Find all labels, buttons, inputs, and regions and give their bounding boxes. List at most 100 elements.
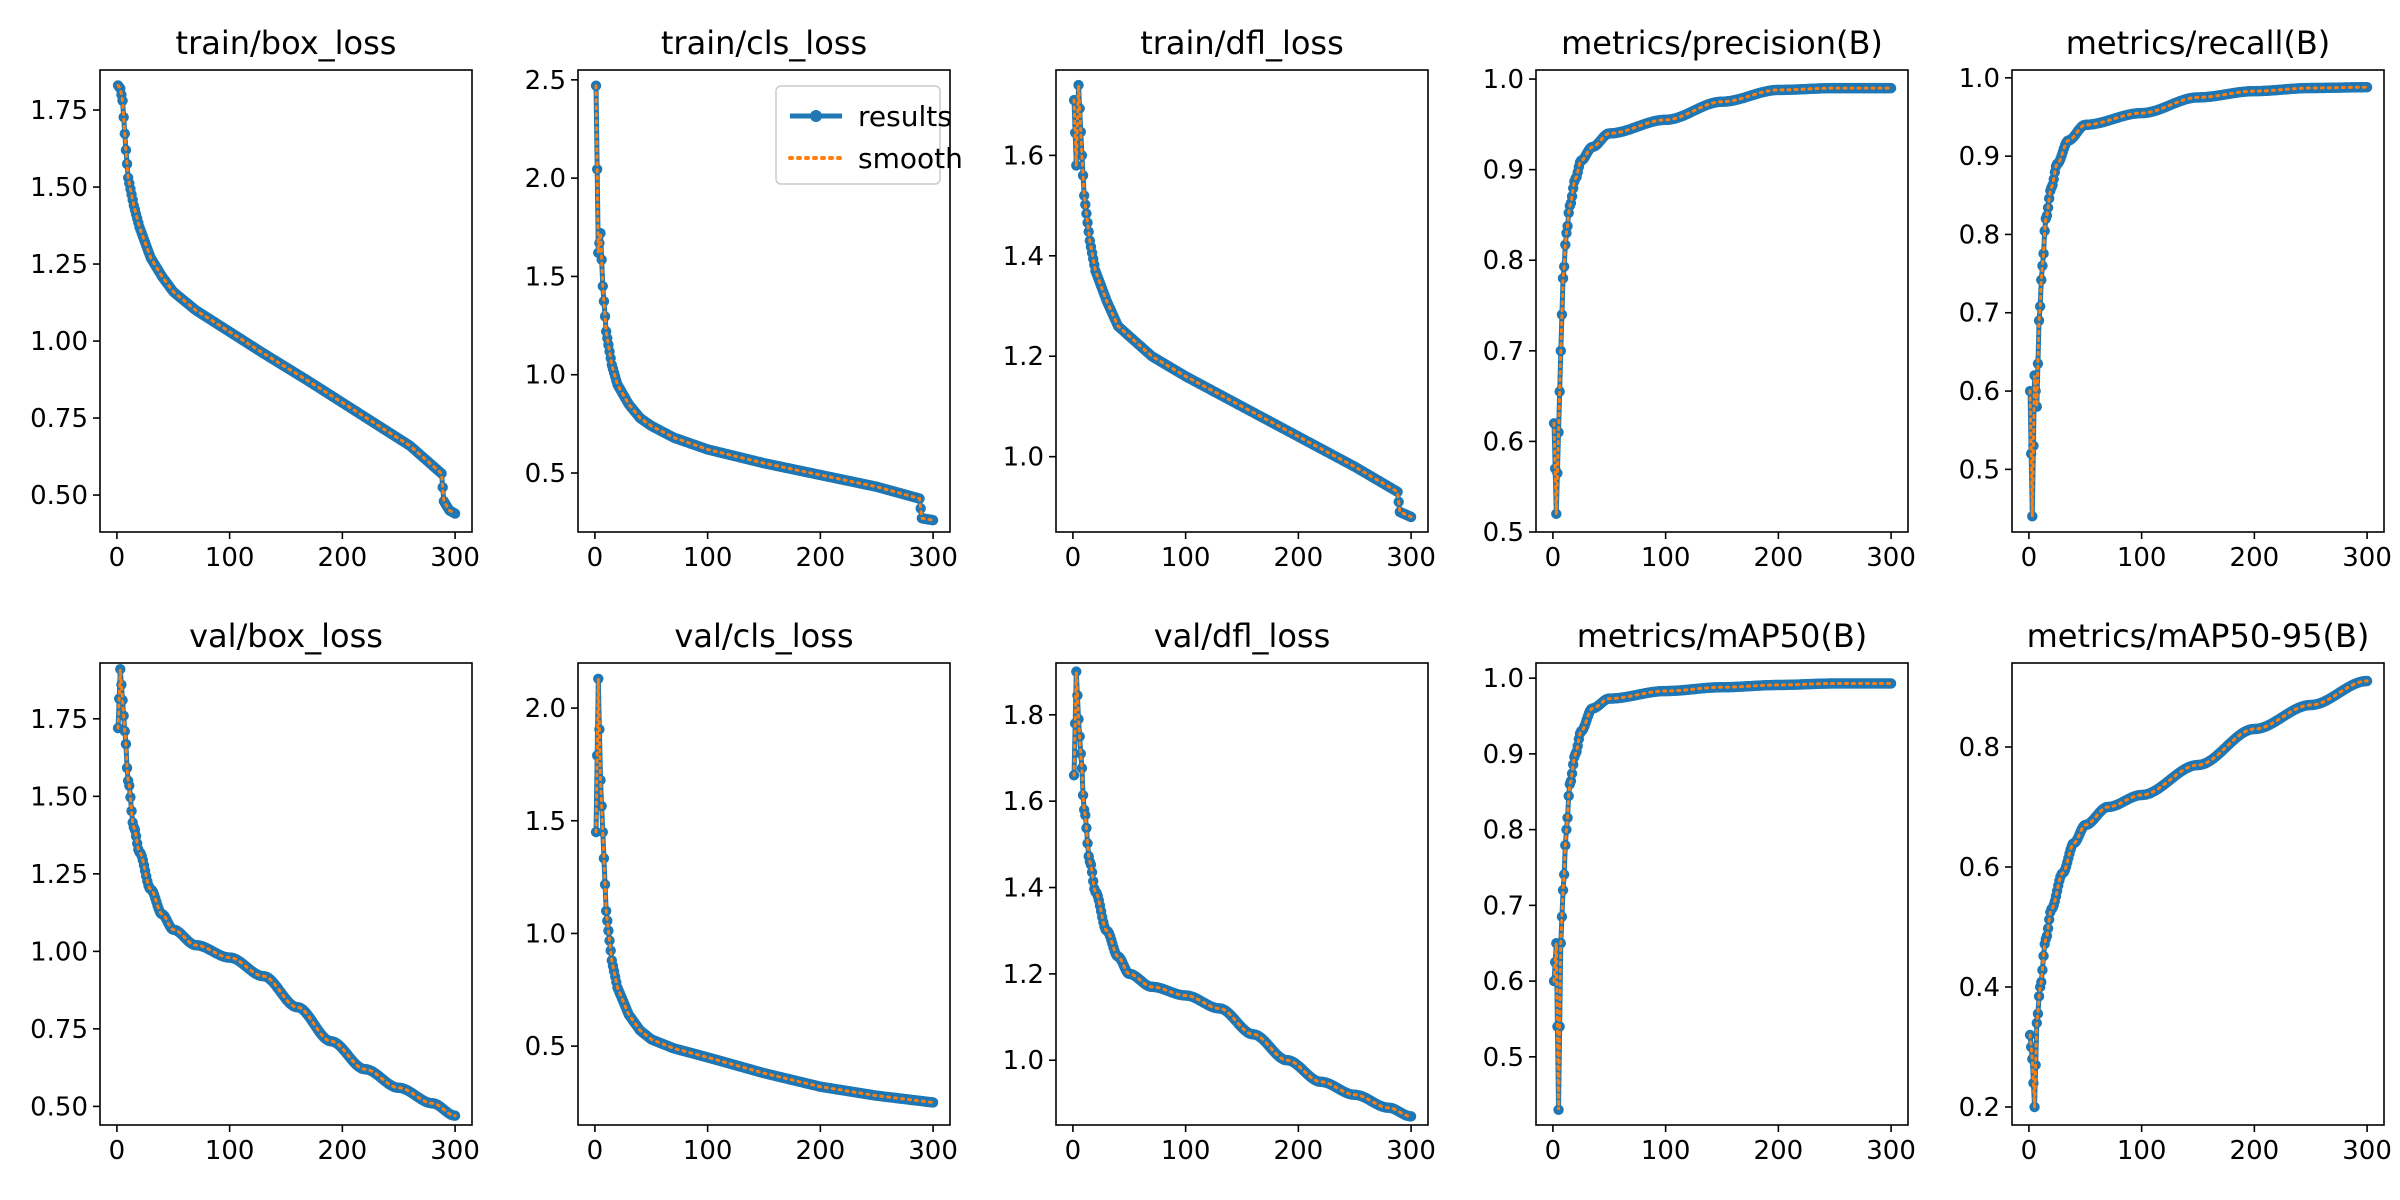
panel-title: val/box_loss bbox=[189, 617, 383, 655]
y-tick-label: 1.0 bbox=[1483, 664, 1524, 694]
y-tick-label: 1.4 bbox=[1003, 242, 1044, 272]
results-point bbox=[118, 112, 129, 123]
results-point bbox=[927, 515, 939, 526]
x-tick-label: 0 bbox=[2021, 543, 2038, 573]
panel-title: val/cls_loss bbox=[674, 617, 853, 655]
y-tick-label: 1.6 bbox=[1003, 787, 1044, 817]
axes-frame bbox=[1055, 662, 1429, 1126]
results-point bbox=[2032, 358, 2044, 369]
x-tick-label: 100 bbox=[1161, 543, 1211, 573]
x-tick-label: 100 bbox=[205, 543, 255, 573]
results-point bbox=[125, 791, 136, 803]
y-tick-label: 1.0 bbox=[1003, 443, 1044, 473]
axes-frame bbox=[99, 662, 473, 1126]
y-tick-label: 1.8 bbox=[1003, 701, 1044, 731]
plot-area bbox=[2024, 675, 2373, 1113]
y-tick-label: 0.5 bbox=[525, 459, 566, 489]
results-point bbox=[1885, 678, 1897, 689]
plot-area bbox=[2024, 82, 2373, 522]
results-point bbox=[1405, 1111, 1417, 1122]
x-tick-label: 300 bbox=[908, 1136, 958, 1166]
smooth-line bbox=[116, 669, 457, 1118]
panel-val-box-loss: val/box_loss 0 100 200 300 0.50 0.75 1.00 1.25 1.… bbox=[30, 617, 480, 1166]
panel-metrics-precision-b-: metrics/precision(B) 0 100 200 300 0.5 0.6 0.7 0… bbox=[1483, 24, 1916, 573]
y-tick-label: 0.75 bbox=[30, 1015, 88, 1045]
y-tick-label: 0.5 bbox=[525, 1032, 566, 1062]
x-tick-label: 100 bbox=[1641, 1136, 1691, 1166]
y-tick-label: 0.8 bbox=[1483, 816, 1524, 846]
panel-title: metrics/mAP50-95(B) bbox=[2027, 617, 2370, 655]
legend-results-label: results bbox=[858, 100, 952, 133]
x-tick-label: 200 bbox=[796, 543, 846, 573]
x-tick-label: 0 bbox=[2021, 1136, 2038, 1166]
results-point bbox=[1557, 885, 1569, 896]
y-tick-label: 0.7 bbox=[1959, 299, 2000, 329]
x-tick-label: 300 bbox=[430, 543, 480, 573]
y-tick-label: 1.50 bbox=[30, 173, 88, 203]
plot-area bbox=[1548, 82, 1897, 520]
y-tick-label: 0.6 bbox=[1483, 427, 1524, 457]
smooth-line bbox=[1072, 84, 1413, 519]
legend: results smooth bbox=[775, 85, 963, 185]
axes-frame bbox=[1055, 69, 1429, 533]
x-tick-label: 0 bbox=[1545, 543, 1562, 573]
panel-train-dfl-loss: train/dfl_loss 0 100 200 300 1.0 1.2 1.4 1.6 bbox=[1003, 24, 1436, 573]
y-tick-label: 0.8 bbox=[1959, 733, 2000, 763]
results-point bbox=[927, 1097, 939, 1108]
x-tick-label: 100 bbox=[2117, 1136, 2167, 1166]
axes-frame bbox=[2011, 69, 2385, 533]
plot-area bbox=[112, 664, 461, 1121]
panel-val-cls-loss: val/cls_loss 0 100 200 300 0.5 1.0 1.5 2.0 bbox=[525, 617, 958, 1166]
x-tick-label: 100 bbox=[1161, 1136, 1211, 1166]
y-tick-label: 0.6 bbox=[1959, 853, 2000, 883]
x-tick-label: 300 bbox=[1866, 543, 1916, 573]
legend-smooth-label: smooth bbox=[858, 142, 963, 175]
smooth-line bbox=[1552, 86, 1893, 514]
x-tick-label: 100 bbox=[683, 543, 733, 573]
axes-frame bbox=[577, 69, 951, 533]
x-tick-label: 0 bbox=[1545, 1136, 1562, 1166]
panel-train-cls-loss: train/cls_loss 0 100 200 300 0.5 1.0 1.5 2.0 2.5 r… bbox=[525, 24, 963, 573]
y-tick-label: 0.5 bbox=[1959, 455, 2000, 485]
y-tick-label: 2.5 bbox=[525, 66, 566, 96]
plot-area bbox=[112, 80, 461, 519]
y-tick-label: 0.4 bbox=[1959, 973, 2000, 1003]
y-tick-label: 0.9 bbox=[1483, 740, 1524, 770]
y-tick-label: 1.5 bbox=[525, 262, 566, 292]
axes-frame bbox=[2011, 662, 2385, 1126]
plot-area bbox=[1548, 678, 1897, 1116]
results-point bbox=[1086, 867, 1098, 878]
results-line bbox=[1551, 680, 1893, 1113]
results-point bbox=[2039, 225, 2050, 237]
x-tick-label: 300 bbox=[2342, 543, 2392, 573]
axes-frame bbox=[577, 662, 951, 1126]
results-point bbox=[2361, 82, 2373, 93]
x-tick-label: 100 bbox=[2117, 543, 2167, 573]
smooth-line bbox=[2028, 85, 2369, 517]
y-tick-label: 1.00 bbox=[30, 327, 88, 357]
x-tick-label: 100 bbox=[205, 1136, 255, 1166]
x-tick-label: 200 bbox=[1274, 543, 1324, 573]
plot-area bbox=[590, 673, 939, 1108]
y-tick-label: 1.6 bbox=[1003, 141, 1044, 171]
x-tick-label: 200 bbox=[2230, 1136, 2280, 1166]
y-tick-label: 2.0 bbox=[525, 694, 566, 724]
y-tick-label: 1.0 bbox=[1003, 1046, 1044, 1076]
x-tick-label: 0 bbox=[109, 543, 126, 573]
results-line bbox=[2027, 678, 2369, 1110]
results-point bbox=[1557, 273, 1569, 284]
results-point bbox=[602, 915, 613, 927]
panel-title: metrics/precision(B) bbox=[1561, 24, 1883, 62]
y-tick-label: 0.9 bbox=[1959, 142, 2000, 172]
results-point bbox=[1075, 748, 1087, 759]
x-tick-label: 200 bbox=[796, 1136, 846, 1166]
smooth-line bbox=[594, 678, 935, 1104]
x-tick-label: 300 bbox=[1386, 1136, 1436, 1166]
results-point bbox=[599, 311, 611, 322]
panel-metrics-recall-b-: metrics/recall(B) 0 100 200 300 0.5 0.6 0.7 0.8 0… bbox=[1959, 24, 2392, 573]
y-tick-label: 0.9 bbox=[1483, 156, 1524, 186]
y-tick-label: 1.2 bbox=[1003, 960, 1044, 990]
x-tick-label: 200 bbox=[1754, 1136, 1804, 1166]
y-tick-label: 1.25 bbox=[30, 860, 88, 890]
y-tick-label: 0.2 bbox=[1959, 1093, 2000, 1123]
